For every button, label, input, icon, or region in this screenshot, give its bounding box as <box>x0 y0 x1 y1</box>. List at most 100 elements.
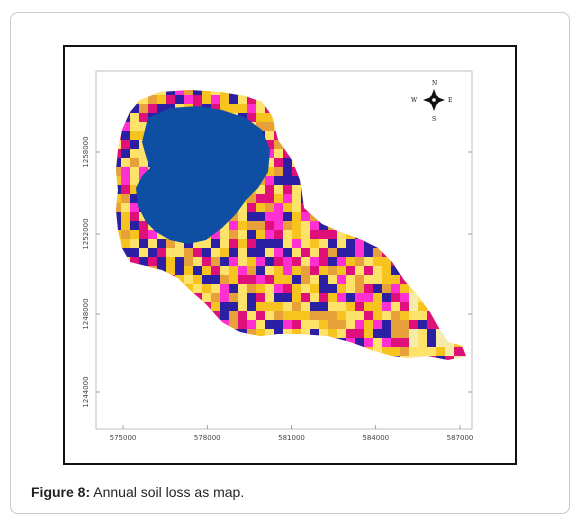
raster-cell <box>292 167 301 176</box>
raster-cell <box>130 185 139 194</box>
raster-cell <box>121 122 130 131</box>
raster-cell <box>166 248 175 257</box>
raster-cell <box>229 302 238 311</box>
raster-cell <box>310 320 319 329</box>
raster-cell <box>256 320 265 329</box>
raster-cell <box>116 203 121 212</box>
raster-cell <box>116 149 121 158</box>
raster-cell <box>229 104 238 113</box>
raster-cell <box>364 248 373 257</box>
raster-cell <box>148 230 157 239</box>
raster-cell <box>265 185 274 194</box>
raster-cell <box>346 257 355 266</box>
raster-cell <box>292 266 301 275</box>
raster-cell <box>301 320 310 329</box>
raster-cell <box>382 302 391 311</box>
raster-cell <box>364 266 373 275</box>
raster-cell <box>130 149 139 158</box>
raster-cell <box>301 221 310 230</box>
raster-cell <box>247 320 256 329</box>
raster-cell <box>247 284 256 293</box>
raster-cell <box>355 266 364 275</box>
raster-cell <box>265 140 274 149</box>
raster-cell <box>274 167 283 176</box>
raster-cell <box>328 275 337 284</box>
raster-cell <box>274 320 283 329</box>
raster-cell <box>265 275 274 284</box>
raster-cell <box>116 185 121 194</box>
raster-cell <box>283 212 292 221</box>
raster-cell <box>373 257 382 266</box>
raster-cell <box>265 311 274 320</box>
raster-cell <box>418 302 427 311</box>
raster-cell <box>400 284 409 293</box>
raster-cell <box>373 284 382 293</box>
raster-cell <box>292 302 301 311</box>
raster-cell <box>292 320 301 329</box>
raster-cell <box>310 284 319 293</box>
raster-cell <box>238 302 247 311</box>
raster-cell <box>121 158 130 167</box>
raster-cell <box>148 239 157 248</box>
raster-cell <box>247 275 256 284</box>
raster-cell <box>139 95 148 104</box>
raster-cell <box>292 203 301 212</box>
raster-cell <box>184 248 193 257</box>
x-tick-label: 578000 <box>194 434 221 442</box>
raster-cell <box>274 158 283 167</box>
raster-cell <box>238 230 247 239</box>
raster-cell <box>310 311 319 320</box>
raster-cell <box>130 176 139 185</box>
figure-label: Figure 8: <box>31 484 91 500</box>
raster-cell <box>265 266 274 275</box>
raster-cell <box>184 95 193 104</box>
raster-cell <box>121 230 130 239</box>
raster-cell <box>382 347 391 356</box>
raster-cell <box>337 311 346 320</box>
raster-cell <box>130 122 139 131</box>
raster-cell <box>301 329 310 338</box>
west-label: W <box>411 97 418 104</box>
raster-cell <box>139 167 148 176</box>
raster-cell <box>229 320 238 329</box>
raster-cell <box>346 329 355 338</box>
raster-cell <box>166 257 175 266</box>
raster-cell <box>346 275 355 284</box>
raster-cell <box>247 95 256 104</box>
raster-cell <box>157 104 166 113</box>
raster-cell <box>238 320 247 329</box>
raster-cell <box>274 257 283 266</box>
raster-cell <box>238 311 247 320</box>
raster-cell <box>220 257 229 266</box>
raster-cell <box>247 329 256 338</box>
raster-cell <box>220 275 229 284</box>
raster-cell <box>274 293 283 302</box>
raster-cell <box>256 113 265 122</box>
raster-cell <box>355 284 364 293</box>
raster-cell <box>238 257 247 266</box>
raster-cell <box>346 266 355 275</box>
raster-cell <box>139 230 148 239</box>
raster-cell <box>175 90 184 95</box>
raster-cell <box>382 266 391 275</box>
raster-cell <box>220 302 229 311</box>
raster-cell <box>355 239 364 248</box>
raster-cell <box>256 275 265 284</box>
raster-cell <box>193 284 202 293</box>
raster-cell <box>256 239 265 248</box>
raster-cell <box>310 329 319 338</box>
raster-cell <box>229 221 238 230</box>
raster-cell <box>130 140 139 149</box>
raster-cell <box>229 284 238 293</box>
raster-cell <box>364 338 373 347</box>
raster-cell <box>116 176 121 185</box>
raster-cell <box>116 158 121 167</box>
raster-cell <box>418 347 427 356</box>
raster-cell <box>391 275 400 284</box>
raster-cell <box>292 239 301 248</box>
raster-cell <box>229 266 238 275</box>
raster-cell <box>391 293 400 302</box>
x-tick-label: 584000 <box>362 434 389 442</box>
raster-cell <box>220 239 229 248</box>
raster-cell <box>211 90 220 95</box>
